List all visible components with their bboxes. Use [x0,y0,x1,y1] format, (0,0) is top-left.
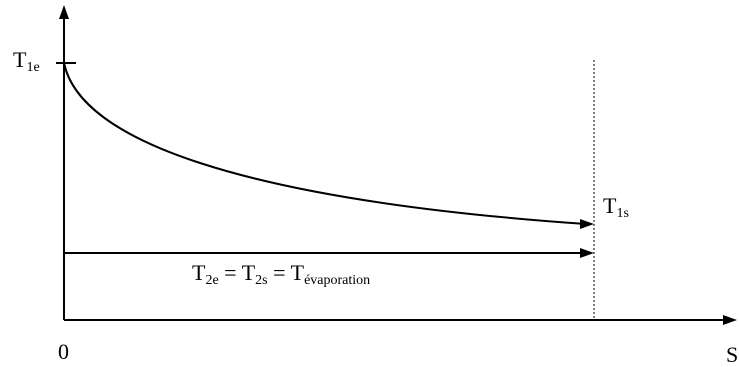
y-axis-arrowhead [59,5,69,19]
origin-label: 0 [58,339,69,364]
t2-line-arrowhead [580,248,594,258]
t1-cooling-curve [63,62,587,225]
t1-curve-arrowhead [580,219,594,229]
t1e-label: T1e [13,47,40,75]
t1s-label: T1s [603,193,629,221]
x-axis-label: S [726,342,738,367]
x-axis-arrowhead [723,315,737,325]
t2-equation-label: T2e = T2s = Tévaporation [192,260,370,288]
